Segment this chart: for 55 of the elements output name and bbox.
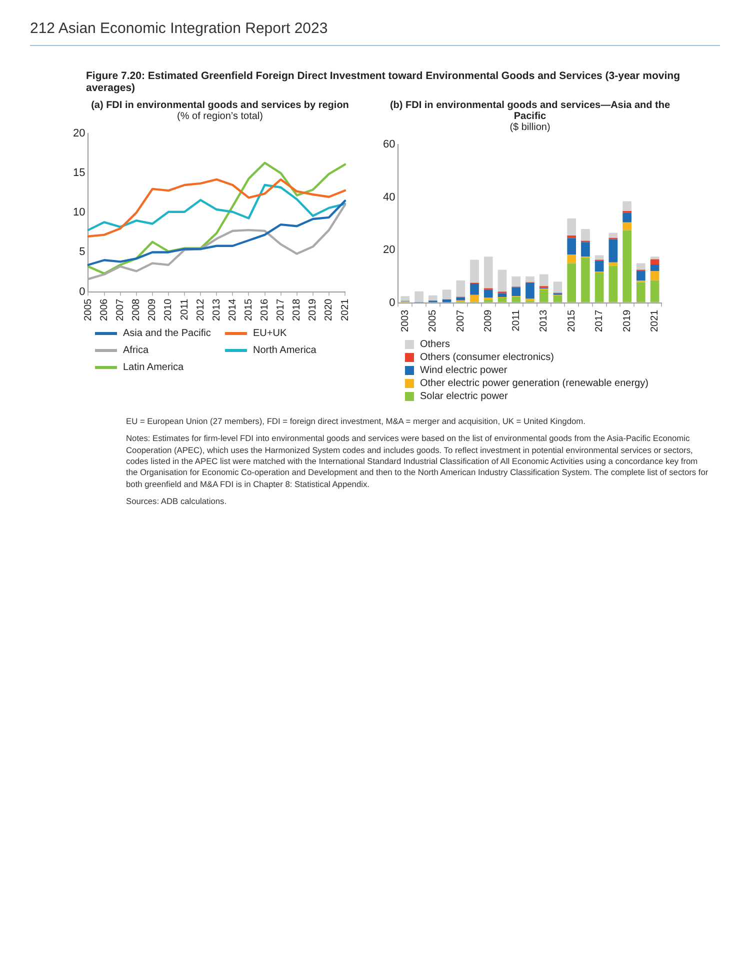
x-tick-label: 2008 [131,298,142,322]
text: EU = European Union (27 members), FDI = foreign direct investment, M&A = merger and acquisition, UK = United Kingdom. [126,416,586,428]
chart-subtitle: (% of region’s total) [176,111,264,122]
legend-label: Others [420,339,450,350]
x-tick-label: 2015 [243,298,254,322]
source-note: Sources: ADB calculations. [126,496,228,508]
x-tick-label: 2011 [179,298,190,320]
x-tick-label: 2015 [566,309,578,332]
x-tick-label: 2019 [622,309,633,332]
x-tick-label: 2018 [292,298,303,322]
legend-label: Latin America [123,362,184,373]
x-tick-label: 2017 [276,298,287,322]
x-tick-label: 2007 [455,309,466,332]
y-tick-label: 0 [79,286,86,298]
y-tick-label: 15 [72,167,86,180]
x-tick-label: 2005 [428,309,439,332]
legend-label: Asia and the Pacific [123,328,211,339]
x-tick-label: 2016 [260,298,271,322]
y-tick-label: 20 [382,244,396,256]
x-tick-label: 2013 [538,309,550,332]
x-tick-label: 2003 [400,309,411,332]
caption: Figure 7.20: Estimated Greenfield Foreign Direct Investment toward Environmental Goods and Services (3-year moving averages) [86,70,681,94]
x-tick-label: 2014 [227,298,238,322]
text: Notes: Estimates for firm-level FDI into environmental goods and services were based on the list of environmental goods from the Asia-Pacific Economic Cooperation (APEC), which uses the Harmonized System codes and includes goods. To reflect investment in potential environmental services or sectors, codes listed in the APEC list were matched with the International Standard Industrial Classification of All Economic Activities using a concordance key from the Organisation for Economic Co-operation and Development and then to the North American Industry Classification System. The complete list of sectors for both greenfield and M&A FDI is in Chapter 8: Statistical Appendix. [126,433,710,490]
x-tick-label: 2017 [594,309,606,332]
x-tick-label: 2006 [99,298,110,322]
x-tick-label: 2009 [483,309,494,332]
x-tick-label: 2013 [211,298,222,322]
y-tick-label: 60 [382,138,396,151]
legend-label: EU+UK [253,328,287,339]
x-tick-label: 2011 [510,309,522,332]
chart-title: (a) FDI in environmental goods and services by region [90,100,350,111]
text: 212 Asian Economic Integration Report 2023 [30,20,720,46]
y-tick-label: 0 [389,296,396,309]
legend-label: Wind electric power [420,365,508,376]
legend-label: Others (consumer electronics) [420,352,554,363]
x-tick-label: 2012 [195,298,206,322]
y-tick-label: 10 [72,206,86,219]
x-tick-label: 2007 [115,298,126,322]
chart-title: (b) FDI in environmental goods and services—Asia and the Pacific [388,100,672,122]
legend-label: Solar electric power [420,391,508,402]
y-tick-label: 40 [382,191,396,204]
x-tick-label: 2010 [163,298,174,322]
x-tick-label: 2009 [147,298,158,322]
y-tick-label: 5 [79,246,86,258]
y-tick-label: 20 [72,128,86,140]
x-tick-label: 2020 [324,298,335,322]
x-tick-label: 2005 [82,298,94,322]
legend-label: North America [253,345,316,356]
chart-subtitle: ($ billion) [508,122,552,133]
legend-label: Africa [123,345,149,356]
legend-label: Other electric power generation (renewable energy) [420,378,648,389]
x-tick-label: 2021 [340,298,351,322]
x-tick-label: 2021 [650,309,661,332]
x-tick-label: 2019 [308,298,319,322]
